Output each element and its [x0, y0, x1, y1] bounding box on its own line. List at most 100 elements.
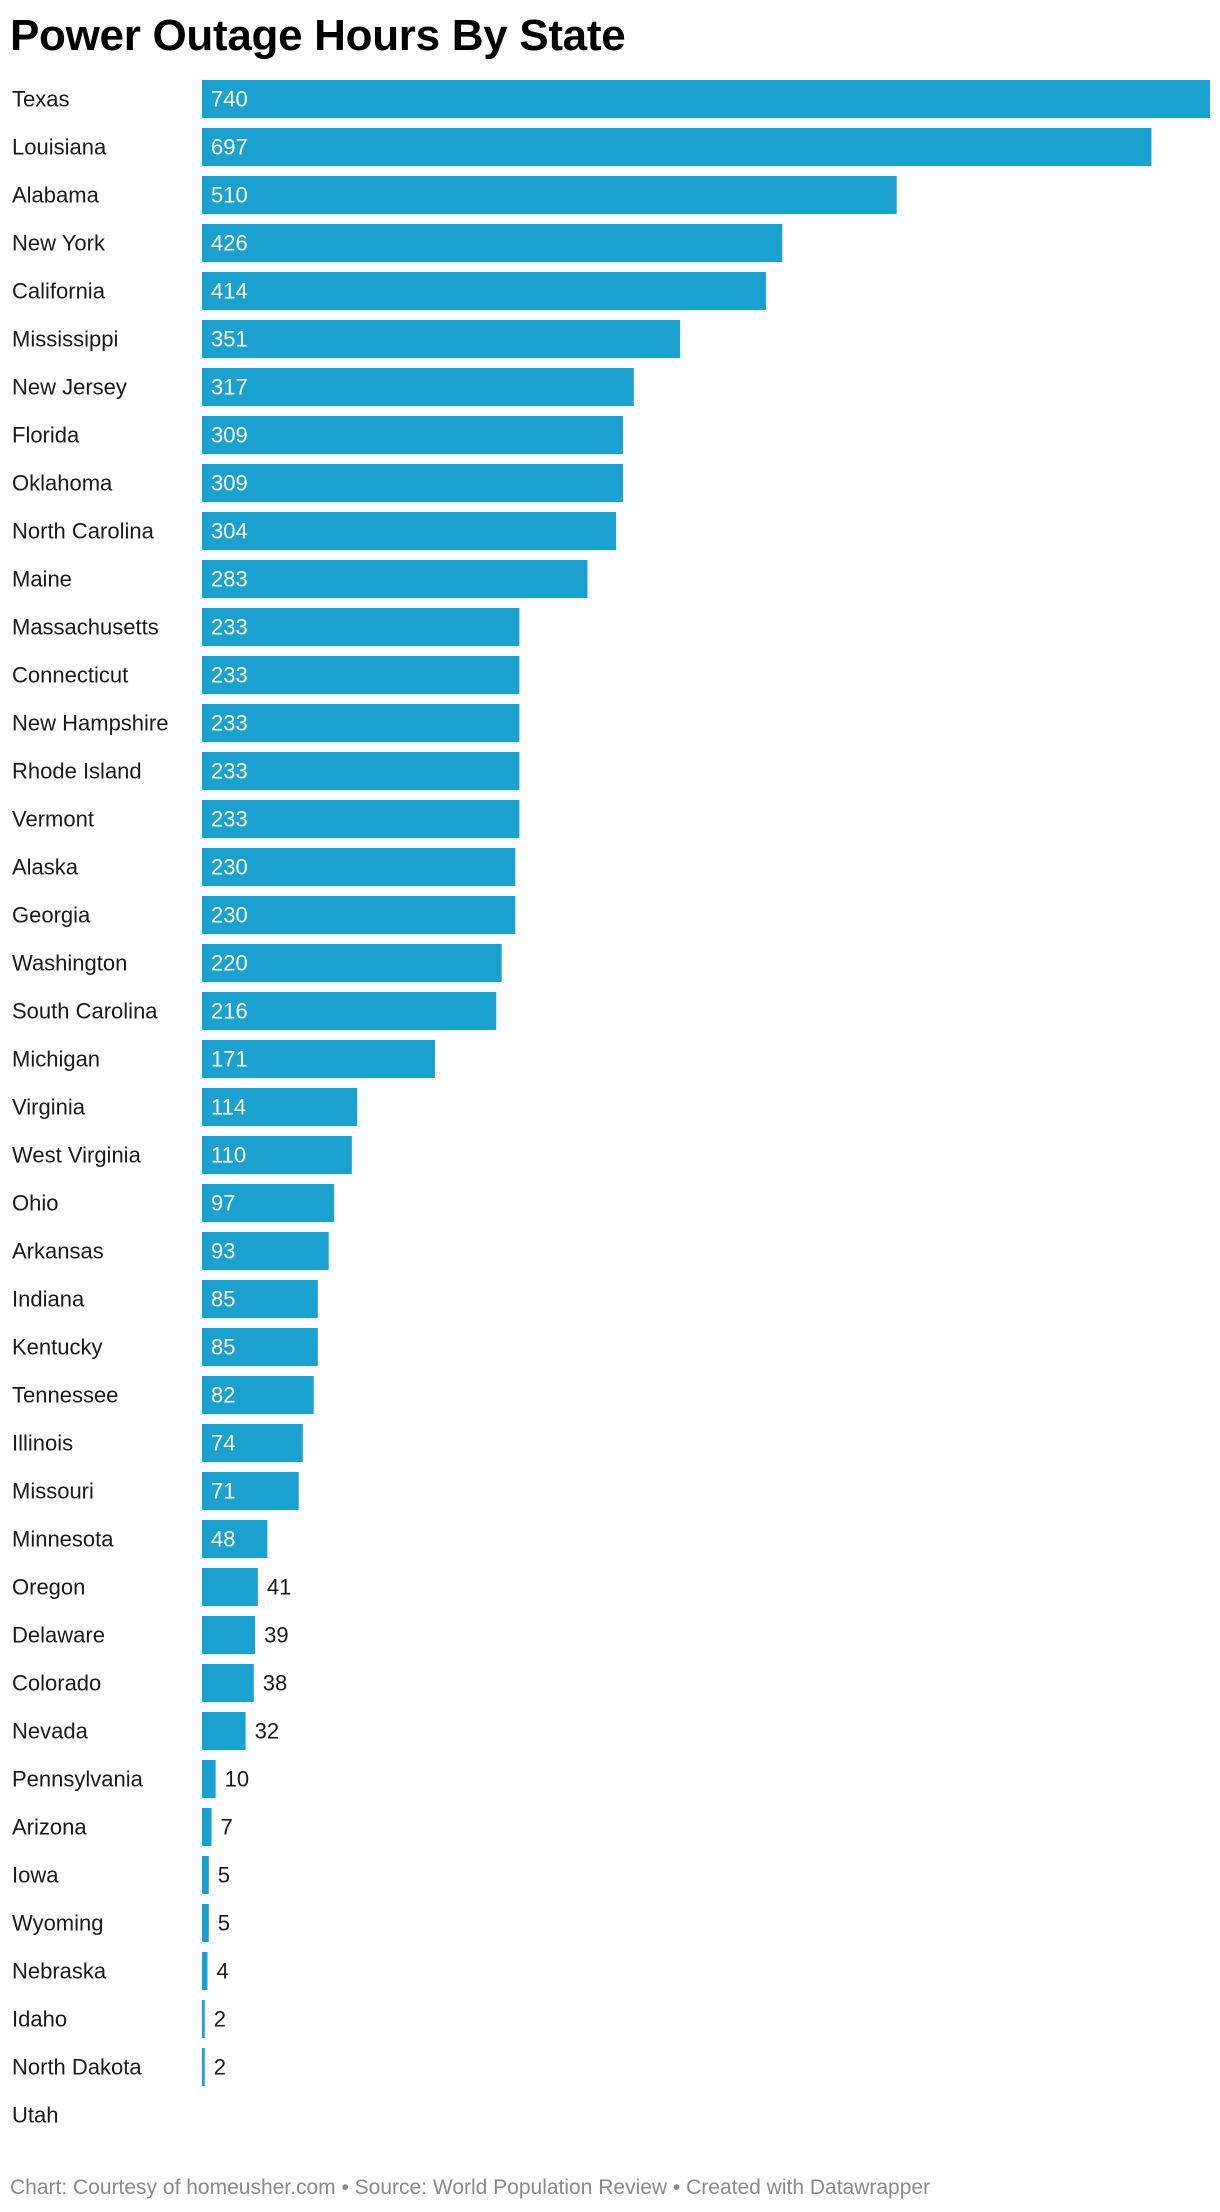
value-label-washington: 220 [211, 951, 248, 976]
value-label-louisiana: 697 [211, 135, 248, 160]
bar-texas [202, 80, 1210, 118]
bar-kentucky [202, 1328, 318, 1366]
value-label-ohio: 97 [211, 1191, 235, 1216]
category-label-north-dakota: North Dakota [12, 2055, 142, 2080]
category-label-texas: Texas [12, 87, 69, 112]
category-label-michigan: Michigan [12, 1047, 100, 1072]
value-label-north-carolina: 304 [211, 519, 248, 544]
category-label-oklahoma: Oklahoma [12, 471, 113, 496]
bar-delaware [202, 1616, 256, 1654]
category-label-iowa: Iowa [12, 1863, 59, 1888]
category-label-ohio: Ohio [12, 1191, 58, 1216]
value-label-illinois: 74 [211, 1431, 235, 1456]
bar-vermont [202, 800, 520, 838]
value-label-arkansas: 93 [211, 1239, 235, 1264]
value-label-delaware: 39 [264, 1623, 288, 1648]
chart-title: Power Outage Hours By State [10, 11, 626, 60]
category-label-oregon: Oregon [12, 1575, 85, 1600]
value-label-connecticut: 233 [211, 663, 248, 688]
value-label-nevada: 32 [255, 1719, 279, 1744]
category-label-nebraska: Nebraska [12, 1959, 107, 1984]
category-label-vermont: Vermont [12, 807, 94, 832]
category-label-colorado: Colorado [12, 1671, 101, 1696]
category-label-west-virginia: West Virginia [12, 1143, 142, 1168]
category-label-rhode-island: Rhode Island [12, 759, 142, 784]
value-label-california: 414 [211, 279, 248, 304]
bar-alabama [202, 176, 897, 214]
chart-footer: Chart: Courtesy of homeusher.com • Sourc… [10, 2176, 931, 2199]
category-label-massachusetts: Massachusetts [12, 615, 159, 640]
bar-new-hampshire [202, 704, 520, 742]
value-label-west-virginia: 110 [211, 1143, 246, 1168]
value-label-massachusetts: 233 [211, 615, 248, 640]
category-label-tennessee: Tennessee [12, 1383, 118, 1408]
value-label-alaska: 230 [211, 855, 248, 880]
bar-washington [202, 944, 502, 982]
category-label-nevada: Nevada [12, 1719, 89, 1744]
bar-south-carolina [202, 992, 497, 1030]
bar-ohio [202, 1184, 335, 1222]
category-label-mississippi: Mississippi [12, 327, 118, 352]
bar-nevada [202, 1712, 246, 1750]
bar-louisiana [202, 128, 1152, 166]
category-label-minnesota: Minnesota [12, 1527, 114, 1552]
category-label-new-hampshire: New Hampshire [12, 711, 169, 736]
value-label-alabama: 510 [211, 183, 248, 208]
category-label-washington: Washington [12, 951, 127, 976]
bar-rhode-island [202, 752, 520, 790]
value-label-north-dakota: 2 [214, 2055, 226, 2080]
bar-new-jersey [202, 368, 634, 406]
category-label-georgia: Georgia [12, 903, 91, 928]
category-label-alabama: Alabama [12, 183, 100, 208]
bar-nebraska [202, 1952, 208, 1990]
category-label-pennsylvania: Pennsylvania [12, 1767, 144, 1792]
bar-virginia [202, 1088, 358, 1126]
bar-arizona [202, 1808, 212, 1846]
bar-massachusetts [202, 608, 520, 646]
value-label-georgia: 230 [211, 903, 248, 928]
bar-colorado [202, 1664, 254, 1702]
value-label-south-carolina: 216 [211, 999, 248, 1024]
value-label-rhode-island: 233 [211, 759, 248, 784]
value-label-nebraska: 4 [216, 1959, 228, 1984]
value-label-minnesota: 48 [211, 1527, 235, 1552]
category-label-indiana: Indiana [12, 1287, 85, 1312]
value-label-new-york: 426 [211, 231, 248, 256]
value-label-maine: 283 [211, 567, 248, 592]
category-label-maine: Maine [12, 567, 72, 592]
value-label-texas: 740 [211, 87, 248, 112]
value-label-oregon: 41 [267, 1575, 291, 1600]
bar-iowa [202, 1856, 209, 1894]
bar-north-dakota [202, 2048, 205, 2086]
value-label-mississippi: 351 [211, 327, 248, 352]
bar-indiana [202, 1280, 318, 1318]
bar-georgia [202, 896, 516, 934]
bar-missouri [202, 1472, 299, 1510]
category-label-virginia: Virginia [12, 1095, 86, 1120]
bar-minnesota [202, 1520, 268, 1558]
value-label-michigan: 171 [211, 1047, 248, 1072]
bar-connecticut [202, 656, 520, 694]
bar-wyoming [202, 1904, 209, 1942]
value-label-florida: 309 [211, 423, 248, 448]
category-label-south-carolina: South Carolina [12, 999, 158, 1024]
category-label-california: California [12, 279, 106, 304]
category-label-arkansas: Arkansas [12, 1239, 104, 1264]
category-label-kentucky: Kentucky [12, 1335, 103, 1360]
bar-west-virginia [202, 1136, 352, 1174]
bar-florida [202, 416, 623, 454]
value-label-arizona: 7 [221, 1815, 233, 1840]
value-label-indiana: 85 [211, 1287, 235, 1312]
value-label-kentucky: 85 [211, 1335, 235, 1360]
bar-new-york [202, 224, 783, 262]
category-label-delaware: Delaware [12, 1623, 105, 1648]
bar-tennessee [202, 1376, 314, 1414]
value-label-vermont: 233 [211, 807, 248, 832]
value-label-wyoming: 5 [218, 1911, 230, 1936]
value-label-tennessee: 82 [211, 1383, 235, 1408]
bar-mississippi [202, 320, 681, 358]
value-label-oklahoma: 309 [211, 471, 248, 496]
category-label-new-york: New York [12, 231, 106, 256]
category-label-north-carolina: North Carolina [12, 519, 155, 544]
